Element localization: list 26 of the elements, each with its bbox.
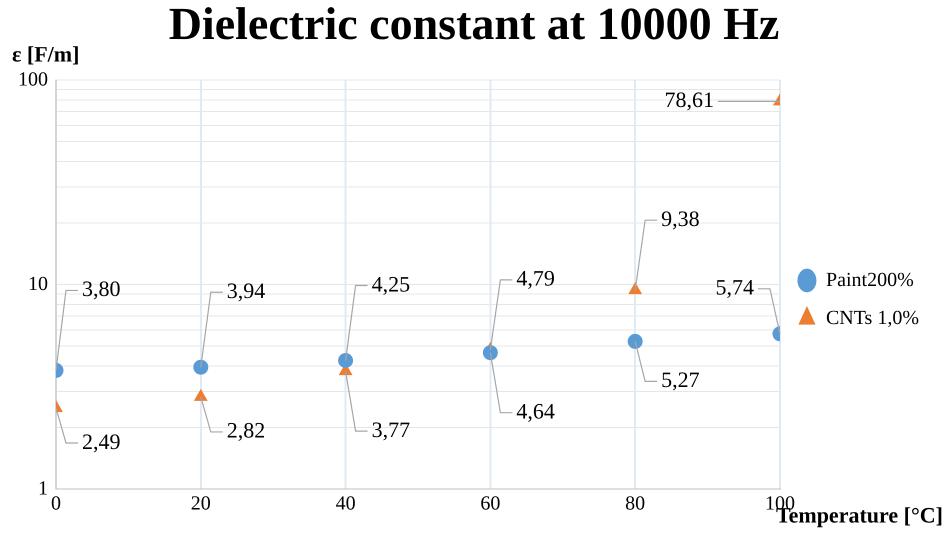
y-tick-label: 100	[18, 68, 48, 90]
data-label: 9,38	[661, 206, 700, 231]
point	[482, 345, 498, 360]
x-tick-label: 80	[625, 492, 646, 514]
data-label: 78,61	[664, 87, 714, 112]
data-label: 4,79	[516, 266, 555, 291]
legend-label: CNTs 1,0%	[826, 306, 919, 329]
x-tick-label: 40	[336, 492, 356, 514]
x-tick-label: 20	[190, 492, 211, 514]
y-axis-title: ε [F/m]	[12, 42, 80, 67]
data-label: 3,94	[226, 278, 266, 303]
y-tick-label: 10	[28, 272, 48, 295]
point	[338, 352, 354, 368]
data-label: 4,25	[372, 271, 410, 296]
chart-title: Dielectric constant at 10000 Hz	[168, 0, 780, 49]
data-label: 5,74	[715, 274, 754, 300]
x-tick-label: 60	[480, 492, 500, 514]
data-label: 4,64	[516, 398, 555, 424]
data-label: 2,49	[82, 428, 120, 454]
data-label: 3,80	[82, 276, 120, 302]
data-label: 2,82	[226, 418, 266, 443]
y-tick-label: 1	[38, 477, 48, 500]
data-label: 5,27	[661, 367, 700, 392]
x-tick-label: 0	[51, 492, 61, 514]
data-label: 3,77	[372, 416, 410, 442]
legend-label: Paint200%	[826, 268, 914, 291]
